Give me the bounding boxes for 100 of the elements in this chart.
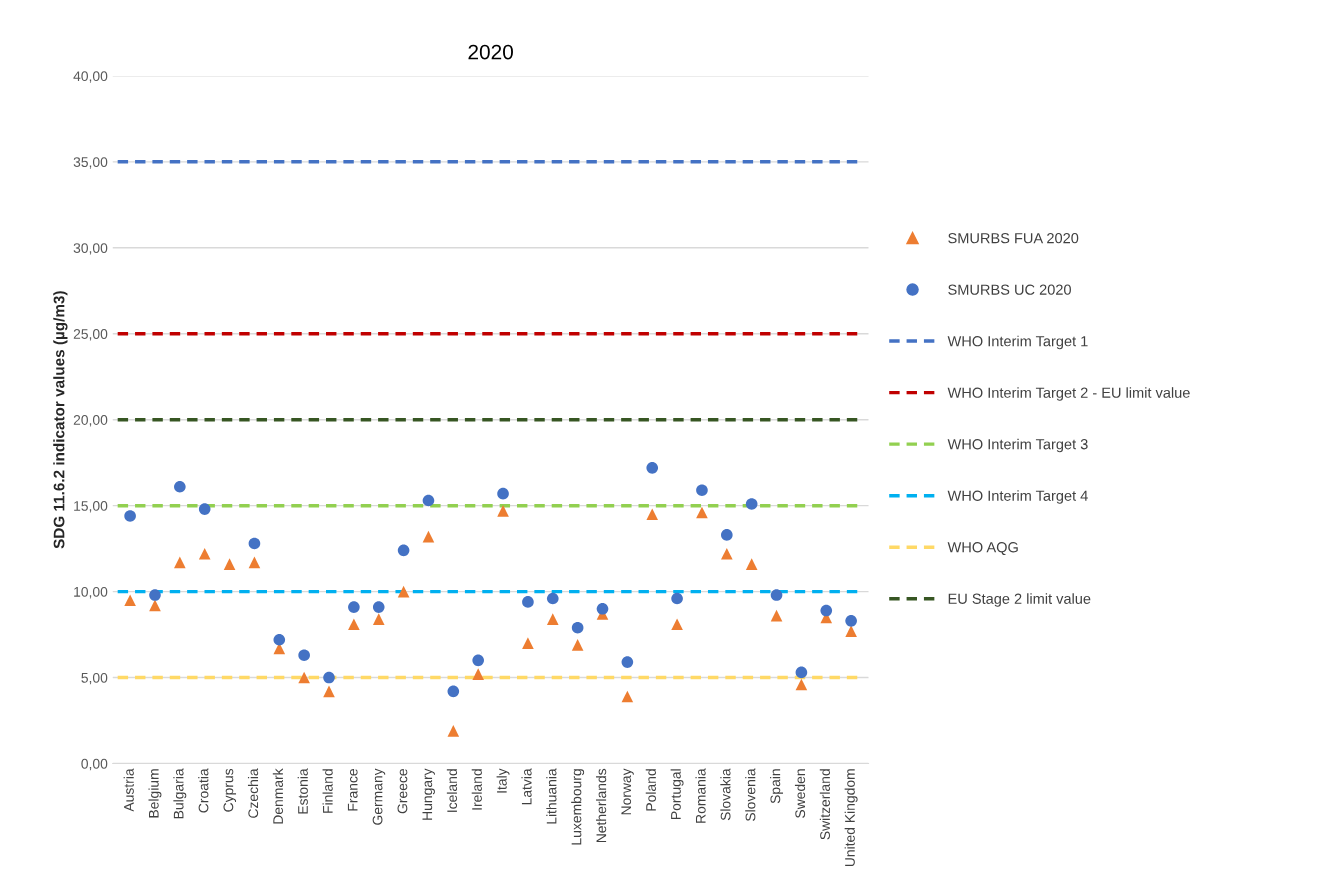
x-tick-label: Hungary bbox=[422, 768, 435, 820]
y-tick-label: 30,00 bbox=[73, 243, 108, 255]
y-tick-label: 10,00 bbox=[74, 586, 108, 599]
x-tick-label: France bbox=[347, 768, 358, 811]
x-tick-label: Romania bbox=[695, 768, 706, 823]
point bbox=[124, 594, 136, 607]
y-axis-title: SDG 11.6.2 indicator values (µg/m3) bbox=[53, 291, 68, 549]
x-tick-label: Poland bbox=[645, 769, 656, 811]
point bbox=[124, 510, 136, 522]
point bbox=[348, 618, 360, 631]
legend-label: EU Stage 2 limit value bbox=[948, 593, 1091, 607]
point bbox=[820, 604, 833, 617]
legend-label: WHO Interim Target 2 - EU limit value bbox=[947, 387, 1190, 401]
x-tick-label: Finland bbox=[322, 769, 333, 813]
point bbox=[721, 529, 733, 541]
x-tick-label: Bulgaria bbox=[173, 768, 187, 819]
x-tick-label: Lithuania bbox=[546, 768, 557, 824]
point bbox=[422, 530, 435, 543]
point bbox=[447, 685, 460, 698]
point bbox=[571, 621, 584, 634]
point bbox=[546, 613, 559, 625]
x-tick-label: Denmark bbox=[272, 768, 284, 824]
point bbox=[472, 654, 484, 667]
point bbox=[372, 613, 385, 625]
point bbox=[596, 602, 609, 615]
point bbox=[795, 678, 808, 691]
point bbox=[845, 615, 857, 627]
point bbox=[522, 637, 534, 649]
legend-label: WHO Interim Target 4 bbox=[947, 490, 1088, 504]
point bbox=[198, 547, 211, 560]
y-tick-label: 25,00 bbox=[73, 329, 108, 341]
point bbox=[770, 609, 783, 622]
y-tick-label: 5,00 bbox=[81, 672, 108, 685]
point bbox=[422, 494, 435, 507]
x-tick-label: Netherlands bbox=[596, 768, 607, 843]
point bbox=[248, 556, 261, 569]
x-tick-label: Czechia bbox=[247, 768, 259, 818]
point bbox=[323, 685, 335, 698]
point bbox=[298, 671, 310, 684]
point bbox=[646, 508, 659, 521]
point bbox=[571, 639, 584, 651]
point bbox=[646, 462, 659, 474]
point bbox=[696, 484, 708, 496]
point bbox=[745, 498, 758, 510]
x-tick-label: Sweden bbox=[794, 769, 806, 818]
y-tick-label: 15,00 bbox=[74, 501, 108, 513]
x-tick-label: Slovenia bbox=[745, 768, 756, 822]
legend-label: WHO Interim Target 3 bbox=[947, 438, 1088, 453]
x-tick-label: Estonia bbox=[297, 768, 308, 814]
legend-label: SMURBS FUA 2020 bbox=[948, 233, 1079, 244]
x-tick-label: Luxembourg bbox=[571, 769, 585, 845]
point bbox=[546, 592, 559, 605]
point bbox=[621, 690, 634, 703]
point bbox=[397, 585, 410, 598]
x-tick-label: Italy bbox=[496, 768, 510, 793]
x-tick-label: Belgium bbox=[148, 769, 162, 818]
point bbox=[397, 544, 410, 557]
legend-label: SMURBS UC 2020 bbox=[948, 284, 1071, 295]
point bbox=[845, 625, 857, 637]
point bbox=[497, 505, 509, 517]
point bbox=[795, 666, 808, 679]
point bbox=[447, 725, 460, 737]
y-tick-label: 20,00 bbox=[73, 415, 108, 427]
x-tick-label: Norway bbox=[621, 768, 634, 815]
x-tick-label: Portugal bbox=[670, 769, 684, 819]
y-tick-label: 40,00 bbox=[73, 71, 108, 83]
point bbox=[248, 537, 261, 550]
x-tick-label: Spain bbox=[770, 769, 784, 804]
legend-label: WHO AQG bbox=[947, 542, 1018, 556]
chart-title: 2020 bbox=[468, 44, 513, 60]
point bbox=[174, 480, 186, 493]
point bbox=[298, 649, 310, 662]
point bbox=[621, 656, 634, 668]
x-tick-label: Germany bbox=[372, 768, 386, 825]
point bbox=[348, 601, 360, 613]
point bbox=[223, 558, 236, 570]
x-tick-label: Ireland bbox=[471, 769, 482, 810]
point bbox=[372, 601, 385, 613]
point bbox=[174, 556, 186, 569]
point bbox=[198, 503, 211, 515]
x-tick-label: Austria bbox=[123, 768, 134, 812]
point bbox=[149, 589, 161, 601]
point bbox=[671, 618, 683, 631]
point bbox=[770, 589, 783, 601]
x-tick-label: United Kingdom bbox=[844, 769, 858, 867]
point bbox=[497, 487, 509, 500]
point bbox=[273, 633, 286, 646]
x-tick-label: Slovakia bbox=[720, 768, 731, 821]
point bbox=[472, 668, 484, 680]
x-tick-label: Latvia bbox=[521, 768, 532, 805]
y-tick-label: 35,00 bbox=[73, 157, 108, 169]
point bbox=[149, 599, 161, 612]
point bbox=[721, 547, 733, 560]
x-tick-label: Cyprus bbox=[223, 768, 237, 812]
x-tick-label: Switzerland bbox=[819, 769, 830, 840]
point bbox=[522, 596, 534, 608]
point bbox=[323, 671, 335, 684]
legend-label: WHO Interim Target 1 bbox=[947, 335, 1088, 350]
point bbox=[671, 592, 683, 605]
x-tick-label: Greece bbox=[397, 768, 408, 814]
